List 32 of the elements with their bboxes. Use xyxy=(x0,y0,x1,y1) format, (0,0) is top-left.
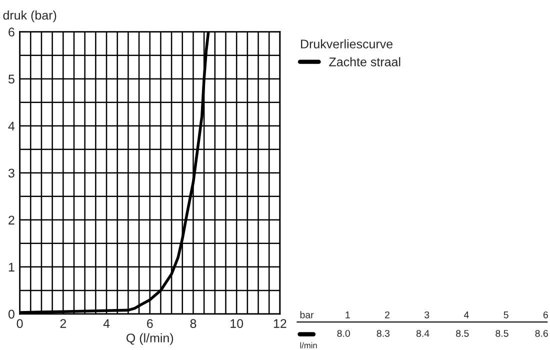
text: 4 xyxy=(464,312,469,318)
text: 2 xyxy=(385,311,390,318)
text: 8.6 xyxy=(535,330,548,337)
y-axis-title: druk (bar) xyxy=(3,10,56,22)
y-tick-label: 1 xyxy=(8,262,14,272)
x-tick-label: 4 xyxy=(103,319,110,328)
text: 3 xyxy=(424,311,430,318)
text: 6 xyxy=(543,311,548,318)
x-tick-label: 10 xyxy=(230,319,244,328)
text: 8.4 xyxy=(416,330,430,337)
y-tick-label: 4 xyxy=(8,122,15,130)
text: 8.5 xyxy=(456,330,469,337)
y-tick-label: 2 xyxy=(8,216,14,224)
legend-title: Drukverliescurve xyxy=(301,39,393,48)
y-tick-label: 5 xyxy=(8,74,14,84)
x-tick-label: 12 xyxy=(274,319,286,328)
text: 8.5 xyxy=(496,330,508,337)
x-tick-label: 8 xyxy=(190,319,196,328)
text: 8.3 xyxy=(376,330,390,337)
x-tick-label: 0 xyxy=(16,319,23,328)
text: bar xyxy=(300,311,314,318)
x-tick-label: 2 xyxy=(60,319,66,328)
y-tick-label: 3 xyxy=(8,168,14,178)
y-tick-label: 0 xyxy=(8,310,14,319)
x-tick-label: 6 xyxy=(147,319,153,328)
y-tick-label: 6 xyxy=(8,28,14,36)
text: 5 xyxy=(504,312,508,318)
text: l/min xyxy=(300,342,317,348)
legend-label: Zachte straal xyxy=(329,57,400,66)
text: 1 xyxy=(346,312,350,318)
text: 8.0 xyxy=(337,330,350,337)
x-axis-title: Q (l/min) xyxy=(126,333,174,345)
